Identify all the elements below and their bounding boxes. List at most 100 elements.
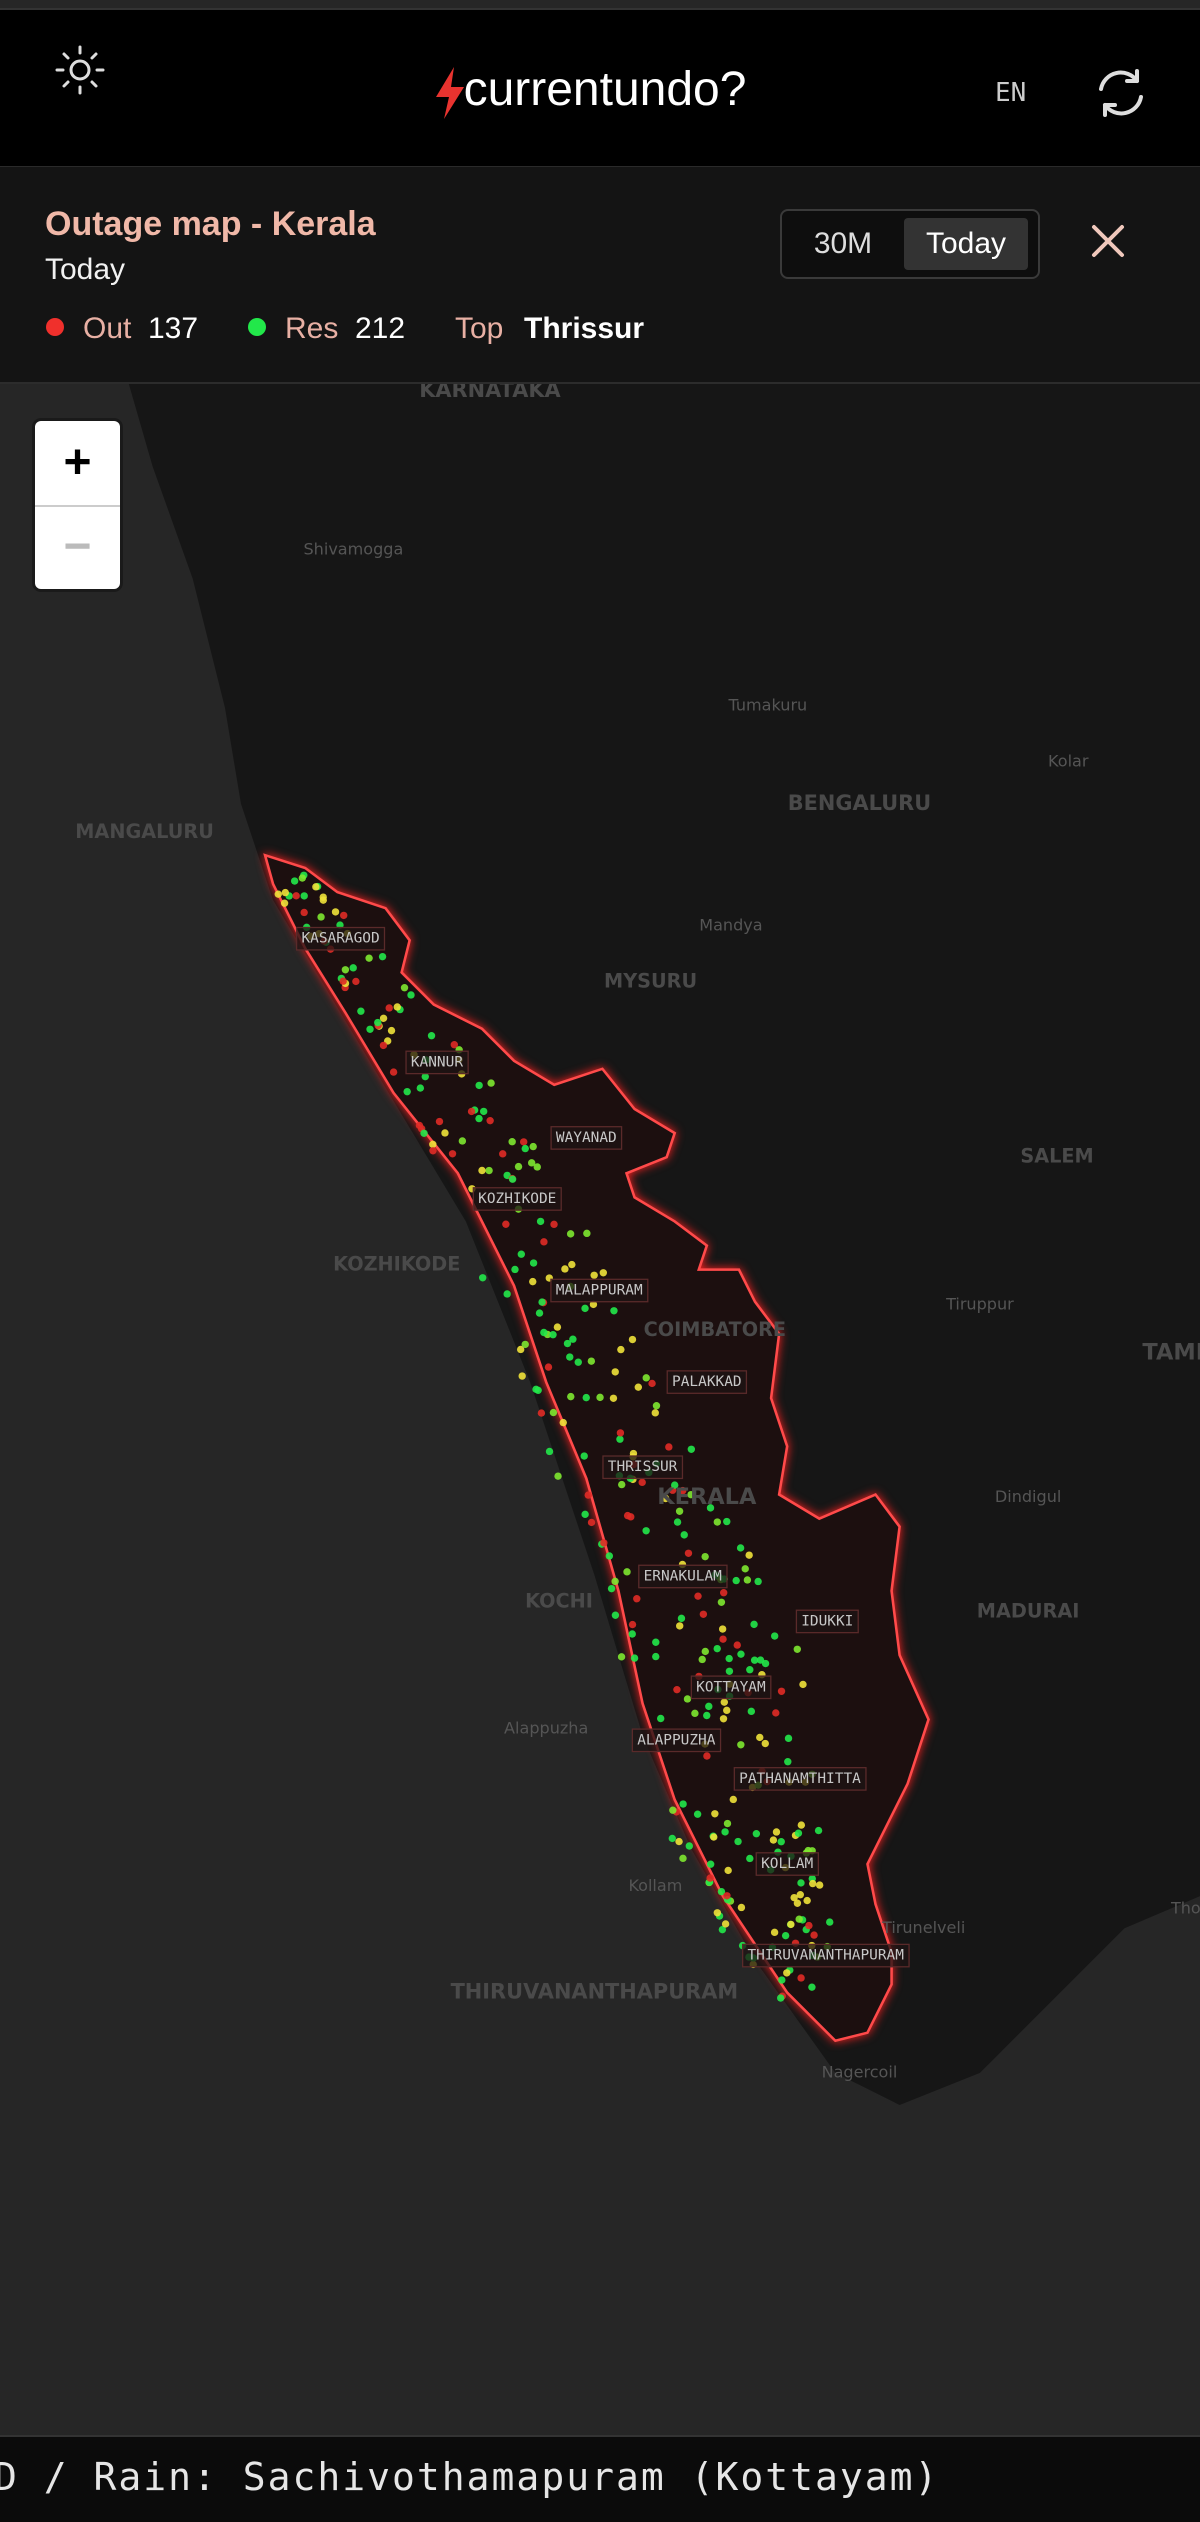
- out-dot: [46, 318, 64, 336]
- outage-dot: [628, 1620, 637, 1629]
- outage-dot: [747, 1707, 756, 1716]
- outage-dot: [508, 1175, 517, 1183]
- outage-dot: [770, 1928, 779, 1937]
- outage-dot: [777, 1838, 785, 1846]
- outage-dot: [514, 1162, 523, 1171]
- outage-dot: [661, 1494, 670, 1503]
- district-label: PATHANAMTHITTA: [739, 1771, 861, 1787]
- refresh-button[interactable]: [1093, 65, 1149, 121]
- outage-dot: [378, 952, 387, 961]
- outage-dot: [458, 1137, 467, 1145]
- outage-dot: [719, 1635, 727, 1643]
- district-label-box: [550, 1278, 649, 1303]
- outage-dot: [616, 1435, 624, 1443]
- place-label: Tirunelveli: [881, 1918, 965, 1937]
- outage-dot: [536, 1217, 545, 1226]
- range-option[interactable]: Today: [904, 218, 1028, 270]
- place-label: Alappuzha: [504, 1719, 588, 1738]
- outage-dot: [379, 1014, 388, 1022]
- district-label-box: [690, 1675, 772, 1700]
- outage-dot: [679, 1854, 687, 1863]
- outage-dot: [633, 1595, 641, 1603]
- outage-dot: [611, 1577, 619, 1586]
- district-label-box: [742, 1943, 910, 1968]
- outage-dot: [352, 977, 360, 986]
- outage-dot: [537, 1409, 546, 1417]
- outage-dot: [717, 1598, 726, 1606]
- outage-dot: [559, 1418, 567, 1427]
- outage-dot: [673, 1685, 681, 1694]
- outage-dot: [665, 1443, 673, 1451]
- district-label: KOLLAM: [761, 1856, 813, 1872]
- outage-dot: [677, 1614, 686, 1623]
- ticker-text: D / Rain: Sachivothamapuram (Kottayam): [0, 2455, 940, 2499]
- outage-dot: [724, 1866, 732, 1875]
- outage-dot: [746, 1854, 754, 1863]
- outage-dot: [725, 1667, 734, 1675]
- outage-dot: [339, 977, 347, 985]
- outage-dot: [642, 1374, 650, 1382]
- zoom-in[interactable]: +: [35, 421, 120, 507]
- outage-dot: [596, 1393, 604, 1402]
- outage-dot: [718, 1625, 727, 1633]
- place-label: Tiruppur: [945, 1294, 1014, 1313]
- outage-dot: [713, 1644, 721, 1653]
- outage-dot: [574, 1358, 582, 1366]
- outage-dot: [538, 1298, 546, 1306]
- outage-dot: [723, 1892, 731, 1900]
- place-label: KOCHI: [525, 1590, 593, 1613]
- district-label-box: [755, 1852, 819, 1876]
- outage-dot: [642, 1527, 650, 1535]
- language[interactable]: EN: [995, 78, 1027, 108]
- outage-dot: [521, 1340, 529, 1349]
- outage-dot: [535, 1309, 544, 1317]
- outage-dot: [683, 1695, 692, 1703]
- outage-dot: [274, 890, 282, 898]
- district-label-box: [631, 1728, 722, 1753]
- outage-dot: [475, 1114, 483, 1123]
- outage-dot: [718, 1925, 727, 1934]
- outage-dot: [499, 1150, 507, 1158]
- district-label: THRISSUR: [608, 1459, 678, 1475]
- close-button[interactable]: [1090, 223, 1126, 259]
- outage-dot: [703, 1752, 711, 1760]
- outage-dot: [746, 1666, 754, 1674]
- district-label-box: [795, 1609, 859, 1634]
- outage-dot: [694, 1592, 702, 1600]
- outage-dot: [651, 1409, 659, 1417]
- outage-dot: [717, 1887, 726, 1896]
- outage-dot: [741, 1565, 749, 1573]
- outage-dot: [549, 1408, 558, 1417]
- outage-dot: [341, 966, 350, 974]
- outage-dot: [374, 1018, 382, 1027]
- panel: Outage map - Kerala Today 30M Today Out …: [0, 167, 1200, 384]
- outage-dot: [797, 1821, 806, 1829]
- outage-dot: [475, 1081, 483, 1090]
- outage-dot: [796, 1891, 804, 1899]
- outage-dot: [590, 1271, 598, 1279]
- theme-toggle[interactable]: [52, 42, 108, 98]
- outage-dot: [540, 1328, 548, 1337]
- outage-dot: [701, 1647, 709, 1656]
- outage-dot: [734, 1837, 742, 1846]
- outage-dot: [568, 1260, 576, 1269]
- outage-dot: [486, 1116, 494, 1125]
- place-label: Kolar: [1048, 752, 1089, 771]
- res-dot: [248, 318, 266, 336]
- district-label: THIRUVANANTHAPURAM: [747, 1948, 904, 1964]
- outage-dot: [736, 1544, 745, 1552]
- outage-dot: [743, 1576, 752, 1584]
- outage-dot: [703, 1711, 711, 1720]
- outage-dot: [652, 1652, 660, 1661]
- outage-dot: [719, 1715, 728, 1723]
- outage-dot: [478, 1166, 486, 1175]
- outage-dot: [429, 1140, 437, 1149]
- outage-dot: [589, 1300, 598, 1309]
- zoom-out[interactable]: −: [63, 520, 92, 573]
- range-option[interactable]: 30M: [813, 227, 873, 260]
- place-label: Mandya: [699, 915, 762, 934]
- outage-dot: [675, 1507, 684, 1515]
- district-label: KOTTAYAM: [696, 1679, 766, 1695]
